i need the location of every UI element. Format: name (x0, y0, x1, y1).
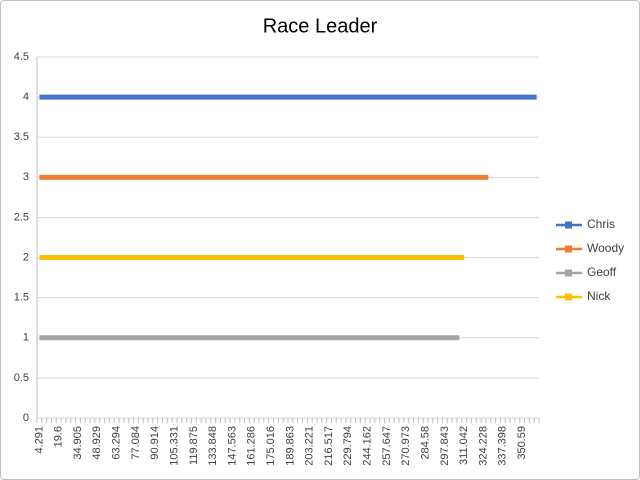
legend-marker (565, 245, 572, 253)
y-tick-label: 1.5 (14, 292, 29, 304)
y-tick-label: 0.5 (14, 372, 29, 384)
x-tick-label: 324.228 (477, 426, 489, 466)
x-tick-label: 4.291 (33, 426, 45, 454)
x-tick-label: 337.398 (497, 426, 509, 466)
y-tick-label: 3.5 (14, 131, 29, 143)
legend-label: Woody (587, 241, 624, 255)
x-tick-label: 203.221 (304, 426, 316, 466)
legend-marker (565, 269, 572, 277)
x-tick-label: 244.162 (362, 426, 374, 466)
x-tick-label: 270.973 (400, 426, 412, 466)
x-tick-label: 34.905 (72, 426, 84, 460)
x-tick-label: 48.929 (91, 426, 103, 460)
x-tick-label: 63.294 (111, 426, 123, 460)
x-tick-label: 105.331 (168, 426, 180, 466)
y-tick-label: 2.5 (14, 211, 29, 223)
x-tick-label: 175.016 (265, 426, 277, 466)
y-tick-label: 3 (23, 171, 29, 183)
x-tick-label: 229.794 (342, 426, 354, 466)
x-tick-label: 77.084 (130, 426, 142, 460)
legend-label: Chris (587, 217, 615, 231)
x-tick-label: 257.647 (381, 426, 393, 466)
x-tick-label: 19.6 (53, 426, 65, 447)
x-tick-label: 161.286 (246, 426, 258, 466)
x-tick-label: 311.042 (458, 426, 470, 465)
x-tick-label: 297.843 (439, 426, 451, 466)
x-tick-label: 284.58 (419, 426, 431, 460)
x-tick-label: 216.517 (323, 426, 335, 466)
x-tick-label: 147.563 (226, 426, 238, 466)
y-tick-label: 4 (23, 91, 29, 103)
chart-title: Race Leader (263, 15, 378, 37)
legend-marker (565, 221, 572, 229)
x-tick-label: 350.59 (516, 426, 528, 460)
y-tick-label: 0 (23, 412, 29, 424)
y-tick-label: 1 (23, 332, 29, 344)
x-tick-label: 90.914 (149, 426, 161, 460)
legend-marker (565, 293, 572, 301)
y-tick-label: 2 (23, 251, 29, 263)
legend-label: Geoff (587, 265, 617, 279)
legend-label: Nick (587, 289, 611, 303)
x-tick-label: 119.875 (188, 426, 200, 465)
x-tick-label: 189.863 (284, 426, 296, 466)
x-tick-label: 133.848 (207, 426, 219, 466)
y-tick-label: 4.5 (14, 51, 29, 63)
